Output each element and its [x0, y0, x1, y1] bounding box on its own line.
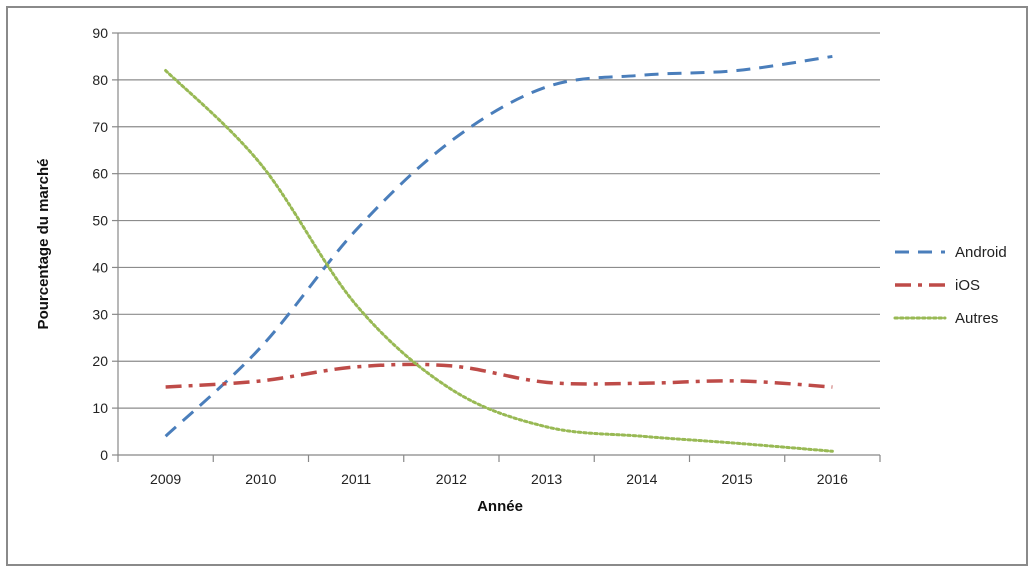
series-lines: [164, 54, 834, 453]
y-tick-label: 80: [92, 72, 108, 88]
gridlines: [112, 32, 881, 462]
line-chart: 0 10 20 30 40 50 60 70 80 90 2009 2010 2011 2012 2013…: [35, 25, 1007, 515]
x-tick-label: 2012: [436, 471, 467, 487]
y-tick-label: 90: [92, 25, 108, 41]
y-tick-label: 30: [92, 306, 108, 322]
legend-label-autres: Autres: [955, 310, 998, 327]
legend-label-ios: iOS: [955, 277, 980, 294]
y-tick-label: 10: [92, 400, 108, 416]
x-tick-labels: 2009 2010 2011 2012 2013 2014 2015 2016: [150, 471, 848, 487]
series-line-autres: [164, 69, 834, 453]
y-tick-label: 0: [100, 447, 108, 463]
x-tick-label: 2016: [817, 471, 848, 487]
y-tick-label: 50: [92, 213, 108, 229]
series-line-android: [164, 54, 833, 438]
y-tick-label: 40: [92, 259, 108, 275]
x-tick-label: 2009: [150, 471, 181, 487]
x-axis-title: Année: [477, 498, 523, 515]
x-tick-label: 2010: [245, 471, 276, 487]
y-tick-labels: 0 10 20 30 40 50 60 70 80 90: [92, 25, 108, 463]
y-tick-label: 70: [92, 119, 108, 135]
y-axis-title: Pourcentage du marché: [35, 159, 52, 330]
x-tick-label: 2013: [531, 471, 562, 487]
legend-label-android: Android: [955, 244, 1007, 261]
series-line-ios: [165, 362, 833, 389]
y-tick-label: 20: [92, 353, 108, 369]
x-tick-label: 2015: [722, 471, 753, 487]
x-tick-label: 2011: [341, 471, 371, 487]
x-tick-label: 2014: [626, 471, 657, 487]
y-tick-label: 60: [92, 166, 108, 182]
legend: Android iOS Autres: [893, 244, 1007, 327]
